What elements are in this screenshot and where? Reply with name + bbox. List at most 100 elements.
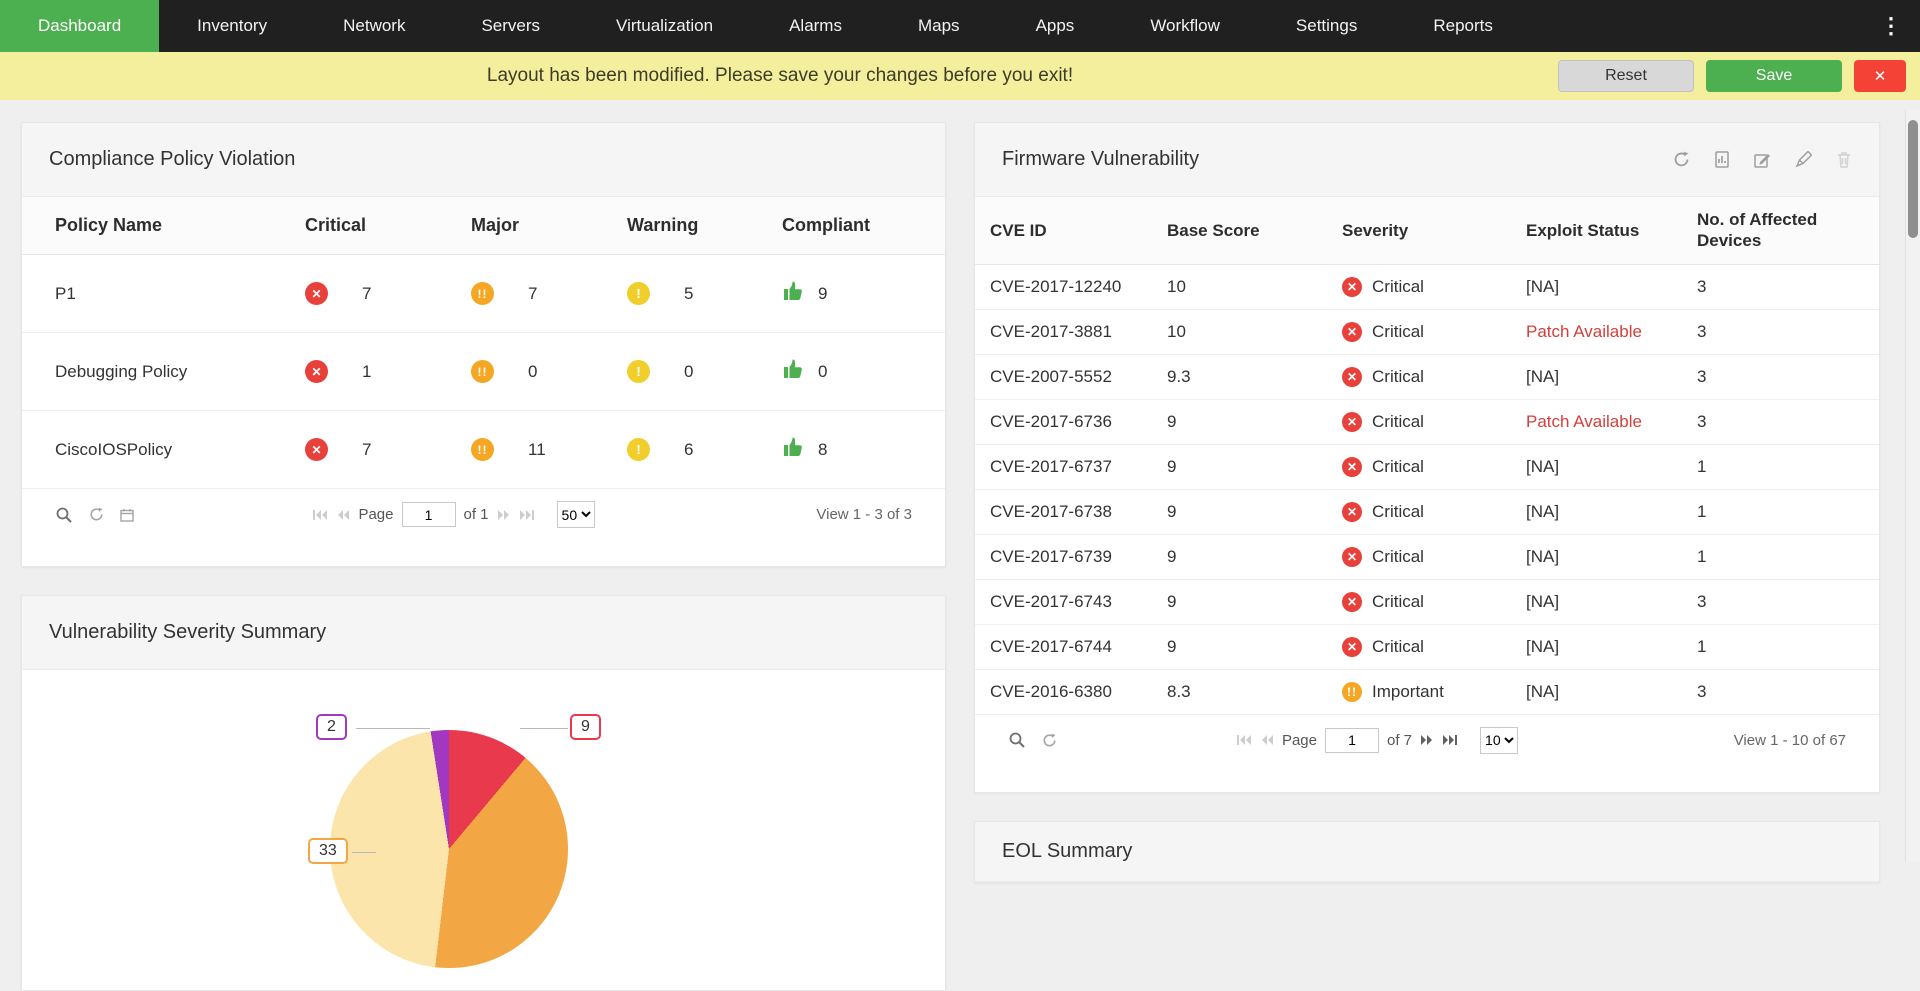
nav-item-servers[interactable]: Servers	[443, 0, 578, 52]
nav-item-reports[interactable]: Reports	[1395, 0, 1531, 52]
nav-item-virtualization[interactable]: Virtualization	[578, 0, 751, 52]
column-header-severity[interactable]: Severity	[1342, 220, 1409, 240]
page-size-select[interactable]: 50	[556, 501, 595, 528]
base-score: 10	[1167, 276, 1186, 296]
first-page-icon[interactable]	[1236, 734, 1252, 746]
affected-devices: 3	[1697, 321, 1707, 341]
prev-page-icon[interactable]	[1260, 734, 1274, 746]
column-header-affected-devices[interactable]: No. of Affected Devices	[1697, 210, 1818, 251]
nav-item-maps[interactable]: Maps	[880, 0, 998, 52]
column-header-base-score[interactable]: Base Score	[1167, 220, 1260, 240]
column-header-policy-name[interactable]: Policy Name	[55, 215, 163, 235]
severity-label: Critical	[1372, 546, 1424, 566]
table-row[interactable]: Debugging Policy 1 0 0 0	[22, 333, 945, 411]
major-count: 11	[528, 439, 546, 459]
table-header-row: CVE ID Base Score Severity Exploit Statu…	[975, 197, 1879, 265]
nav-item-settings[interactable]: Settings	[1258, 0, 1395, 52]
severity-cell: Critical	[1342, 501, 1526, 522]
table-row[interactable]: P1 7 7 5 9	[22, 255, 945, 333]
panel-header: Firmware Vulnerability	[975, 123, 1879, 197]
dashboard-content: Compliance Policy Violation Policy Name …	[0, 100, 1920, 991]
compliant-count: 9	[818, 283, 828, 303]
top-nav: Dashboard Inventory Network Servers Virt…	[0, 0, 1920, 52]
pager-tools	[1008, 731, 1098, 749]
firmware-panel: Firmware Vulnerability CVE ID Base Score…	[974, 122, 1880, 793]
scrollbar-thumb[interactable]	[1908, 120, 1918, 238]
severity-cell: Critical	[1342, 636, 1526, 657]
nav-item-network[interactable]: Network	[305, 0, 443, 52]
nav-item-alarms[interactable]: Alarms	[751, 0, 880, 52]
vertical-scrollbar[interactable]	[1905, 110, 1920, 862]
calendar-icon[interactable]	[120, 508, 134, 522]
last-page-icon[interactable]	[519, 509, 535, 521]
next-page-icon[interactable]	[497, 509, 511, 521]
table-row[interactable]: CVE-2017-6743 9 Critical [NA] 3	[975, 580, 1879, 625]
page-of-text: of 1	[463, 506, 489, 523]
severity-cell: Critical	[1342, 456, 1526, 477]
delete-icon[interactable]	[1836, 151, 1852, 168]
severity-icon	[1342, 501, 1362, 522]
refresh-icon[interactable]	[1042, 733, 1057, 748]
table-row[interactable]: CVE-2017-6744 9 Critical [NA] 1	[975, 625, 1879, 670]
nav-label: Virtualization	[616, 16, 714, 35]
close-icon[interactable]	[1854, 60, 1906, 92]
nav-item-apps[interactable]: Apps	[998, 0, 1113, 52]
column-header-compliant[interactable]: Compliant	[782, 215, 870, 235]
column-header-critical[interactable]: Critical	[305, 215, 367, 235]
column-header-cve-id[interactable]: CVE ID	[990, 220, 1047, 240]
page-input[interactable]	[1325, 727, 1379, 753]
table-row[interactable]: CVE-2017-6738 9 Critical [NA] 1	[975, 490, 1879, 535]
affected-devices: 3	[1697, 591, 1707, 611]
cve-id: CVE-2016-6380	[990, 681, 1112, 701]
column-header-exploit-status[interactable]: Exploit Status	[1526, 220, 1640, 240]
severity-label: Critical	[1372, 456, 1424, 476]
severity-label: Critical	[1372, 501, 1424, 521]
page-input[interactable]	[401, 502, 456, 527]
page-size-select[interactable]: 10	[1480, 726, 1519, 754]
table-row[interactable]: CiscoIOSPolicy 7 11 6 8	[22, 411, 945, 489]
page-of-text: of 7	[1387, 731, 1413, 749]
refresh-icon[interactable]	[89, 507, 104, 522]
export-icon[interactable]	[1714, 151, 1730, 168]
save-button[interactable]: Save	[1706, 60, 1842, 92]
exploit-status[interactable]: Patch Available	[1526, 321, 1642, 341]
last-page-icon[interactable]	[1442, 734, 1458, 746]
critical-count: 7	[362, 283, 372, 303]
nav-item-inventory[interactable]: Inventory	[159, 0, 305, 52]
exploit-status[interactable]: Patch Available	[1526, 411, 1642, 431]
table-row[interactable]: CVE-2007-5552 9.3 Critical [NA] 3	[975, 355, 1879, 400]
base-score: 9	[1167, 546, 1177, 566]
reset-button[interactable]: Reset	[1558, 60, 1694, 92]
nav-item-dashboard[interactable]: Dashboard	[0, 0, 160, 52]
table-row[interactable]: CVE-2016-6380 8.3 Important [NA] 3	[975, 670, 1879, 715]
table-row[interactable]: CVE-2017-6737 9 Critical [NA] 1	[975, 445, 1879, 490]
edit-icon[interactable]	[1754, 151, 1771, 168]
table-row[interactable]: CVE-2017-3881 10 Critical Patch Availabl…	[975, 310, 1879, 355]
refresh-icon[interactable]	[1673, 151, 1690, 168]
severity-cell: Critical	[1342, 321, 1526, 342]
severity-pie[interactable]	[330, 730, 568, 968]
pen-icon[interactable]	[1795, 151, 1812, 168]
next-page-icon[interactable]	[1420, 734, 1434, 746]
severity-label: Critical	[1372, 276, 1424, 296]
critical-icon	[305, 282, 328, 305]
table-row[interactable]: CVE-2017-12240 10 Critical [NA] 3	[975, 265, 1879, 310]
warning-icon	[627, 360, 650, 383]
first-page-icon[interactable]	[312, 509, 328, 521]
cve-id: CVE-2017-6743	[990, 591, 1112, 611]
affected-devices: 3	[1697, 681, 1707, 701]
table-row[interactable]: CVE-2017-6736 9 Critical Patch Available…	[975, 400, 1879, 445]
kebab-menu-icon[interactable]	[1868, 0, 1914, 52]
compliant-count: 0	[818, 361, 828, 381]
table-row[interactable]: CVE-2017-6739 9 Critical [NA] 1	[975, 535, 1879, 580]
column-header-warning[interactable]: Warning	[627, 215, 699, 235]
pager: Page of 1 50 View 1 - 3 of 3	[22, 489, 945, 538]
prev-page-icon[interactable]	[336, 509, 350, 521]
base-score: 9	[1167, 636, 1177, 656]
column-header-major[interactable]: Major	[471, 215, 520, 235]
search-icon[interactable]	[1008, 731, 1026, 749]
nav-label: Network	[343, 16, 406, 35]
search-icon[interactable]	[55, 506, 73, 524]
panel-header: Vulnerability Severity Summary	[22, 596, 945, 670]
nav-item-workflow[interactable]: Workflow	[1112, 0, 1258, 52]
